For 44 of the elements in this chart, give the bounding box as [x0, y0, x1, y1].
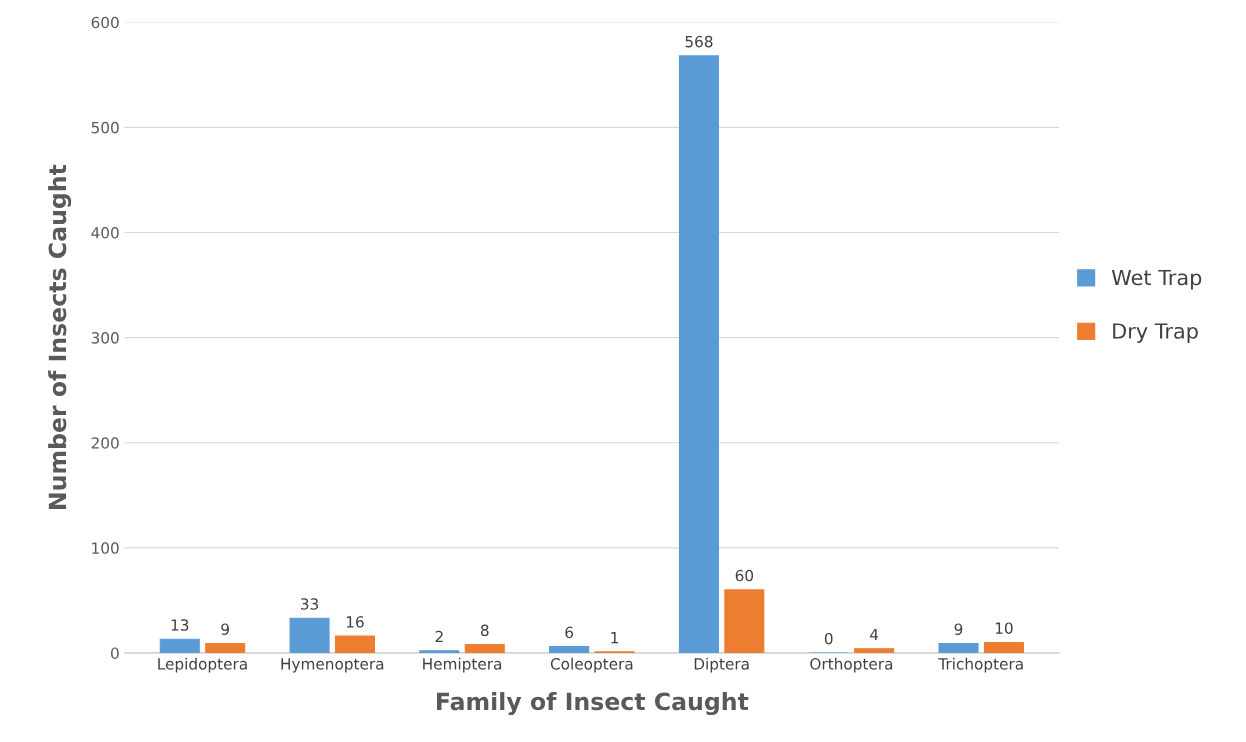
x-tick-label: Coleoptera — [550, 657, 633, 673]
data-label: 60 — [735, 569, 754, 582]
legend-label: Wet Trap — [1111, 269, 1202, 290]
bar — [724, 589, 765, 653]
y-tick-label: 400 — [91, 226, 119, 239]
x-tick-label: Hymenoptera — [281, 658, 384, 673]
x-tick-label: Hemiptera — [423, 657, 502, 673]
data-label: 568 — [685, 35, 713, 48]
y-tick-label: 200 — [91, 437, 119, 449]
x-tick-label: Diptera — [694, 657, 749, 673]
data-label: 10 — [995, 622, 1013, 634]
legend-label: Dry Trap — [1113, 323, 1198, 343]
y-axis-title: Number of Insects Caught — [48, 164, 72, 509]
data-label: 1 — [611, 632, 619, 644]
data-label: 2 — [435, 630, 443, 643]
data-label: 9 — [221, 623, 229, 635]
data-label: 0 — [824, 632, 833, 645]
bar — [938, 642, 979, 653]
bar — [205, 642, 246, 653]
data-label: 16 — [346, 616, 364, 628]
y-tick-label: 100 — [92, 542, 119, 554]
bar — [983, 641, 1024, 653]
bar — [419, 650, 460, 653]
y-tick-label: 300 — [91, 332, 119, 344]
data-label: 6 — [565, 626, 574, 639]
data-label: 33 — [301, 598, 319, 610]
data-label: 4 — [870, 628, 879, 641]
bar — [464, 643, 505, 653]
x-tick-label: Orthoptera — [810, 657, 893, 673]
bar — [159, 638, 200, 653]
data-label: 9 — [954, 623, 963, 635]
bar — [334, 635, 376, 653]
x-tick-label: Trichoptera — [938, 657, 1023, 673]
x-tick-label: Lepidoptera — [158, 657, 247, 673]
y-tick-label: 500 — [91, 121, 119, 134]
bar — [854, 648, 895, 653]
y-tick-label: 0 — [111, 647, 119, 659]
data-label: 8 — [480, 624, 489, 637]
y-tick-label: 600 — [91, 16, 119, 29]
bar — [678, 55, 719, 653]
bar — [549, 646, 590, 653]
x-axis-title: Family of Insect Caught — [437, 692, 749, 716]
data-label: 13 — [171, 619, 189, 631]
bar — [289, 617, 330, 653]
